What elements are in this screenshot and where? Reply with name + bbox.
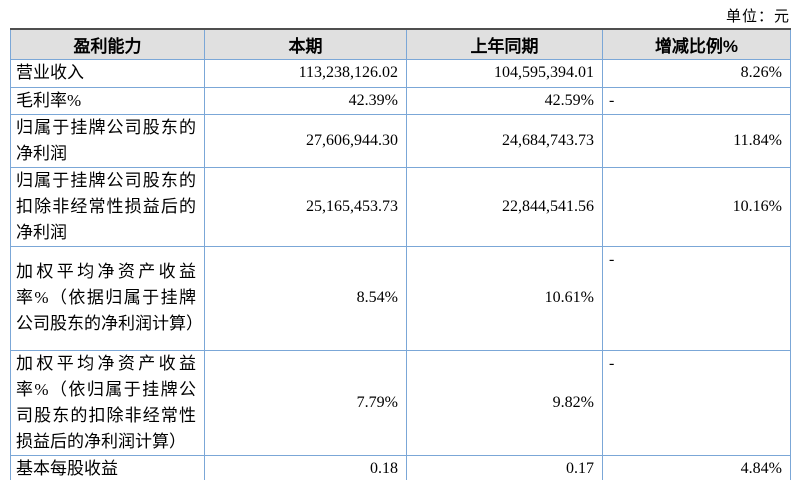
cell-prior: 24,684,743.73 [406,113,603,168]
table-header-row: 盈利能力 本期 上年同期 增减比例% [10,28,791,60]
table-row: 营业收入 113,238,126.02 104,595,394.01 8.26% [10,58,791,88]
cell-change: 4.84% [602,454,791,480]
unit-label: 单位：元 [725,9,790,25]
cell-change: 10.16% [602,166,791,247]
table-row: 加权平均净资产收益率%（依归属于挂牌公司股东的扣除非经常性损益后的净利润计算） … [10,349,791,456]
cell-current: 7.79% [204,349,407,456]
cell-prior: 9.82% [406,349,603,456]
cell-label: 毛利率% [10,86,205,115]
cell-current: 8.54% [204,245,407,351]
table-row: 毛利率% 42.39% 42.59% - [10,86,791,115]
cell-current: 42.39% [204,86,407,115]
col-header-metric: 盈利能力 [10,28,205,60]
cell-label: 归属于挂牌公司股东的扣除非经常性损益后的净利润 [10,166,205,247]
cell-change: 8.26% [602,58,791,88]
cell-label: 加权平均净资产收益率%（依据归属于挂牌公司股东的净利润计算） [10,245,205,351]
cell-prior: 42.59% [406,86,603,115]
cell-current: 25,165,453.73 [204,166,407,247]
cell-change: 11.84% [602,113,791,168]
cell-prior: 10.61% [406,245,603,351]
cell-current: 113,238,126.02 [204,58,407,88]
cell-prior: 104,595,394.01 [406,58,603,88]
cell-change: - [602,349,791,456]
cell-change: - [602,245,791,351]
cell-label: 营业收入 [10,58,205,88]
profitability-table: 盈利能力 本期 上年同期 增减比例% 营业收入 113,238,126.02 1… [10,28,791,480]
table-row: 归属于挂牌公司股东的净利润 27,606,944.30 24,684,743.7… [10,113,791,168]
cell-prior: 0.17 [406,454,603,480]
cell-change: - [602,86,791,115]
cell-current: 27,606,944.30 [204,113,407,168]
cell-label: 加权平均净资产收益率%（依归属于挂牌公司股东的扣除非经常性损益后的净利润计算） [10,349,205,456]
table-row: 加权平均净资产收益率%（依据归属于挂牌公司股东的净利润计算） 8.54% 10.… [10,245,791,351]
col-header-change: 增减比例% [602,28,791,60]
cell-label: 基本每股收益 [10,454,205,480]
col-header-prior: 上年同期 [406,28,603,60]
table-row: 基本每股收益 0.18 0.17 4.84% [10,454,791,480]
cell-current: 0.18 [204,454,407,480]
col-header-current: 本期 [204,28,407,60]
cell-label: 归属于挂牌公司股东的净利润 [10,113,205,168]
cell-prior: 22,844,541.56 [406,166,603,247]
table-row: 归属于挂牌公司股东的扣除非经常性损益后的净利润 25,165,453.73 22… [10,166,791,247]
